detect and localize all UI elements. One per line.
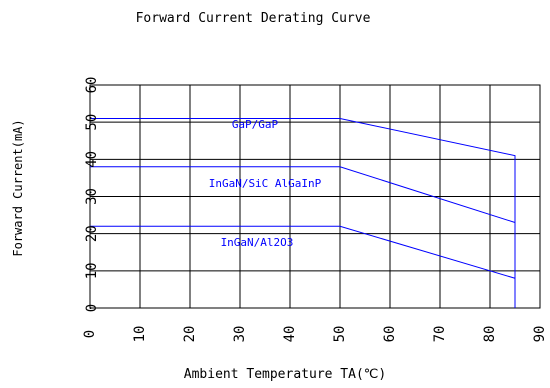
plot-frame: [89, 84, 541, 309]
series-group: [90, 117, 516, 308]
series-labels: GaP/GaP InGaN/SiC AlGaInP InGaN/Al2O3: [209, 118, 322, 249]
x-tick-label: 50: [332, 326, 348, 343]
x-axis-label: Ambient Temperature TA(℃): [184, 367, 386, 382]
y-tick-label: 20: [84, 225, 100, 242]
tick-labels: 0 10 20 30 40 50 60 0 10 20 30 40 50 60 70 80 90: [82, 77, 548, 343]
y-tick-label: 10: [84, 262, 100, 279]
x-tick-label: 60: [382, 326, 398, 343]
x-tick-label: 30: [232, 326, 248, 343]
series-line: [90, 117, 516, 308]
x-tick-label: 0: [82, 330, 98, 338]
x-tick-label: 70: [432, 326, 448, 343]
y-tick-label: 60: [84, 77, 100, 94]
series-label: InGaN/Al2O3: [221, 236, 294, 249]
plot-border: [89, 84, 541, 309]
y-tick-label: 40: [84, 151, 100, 168]
y-tick-label: 0: [84, 304, 100, 312]
x-tick-label: 10: [132, 326, 148, 343]
y-tick-label: 30: [84, 188, 100, 205]
y-tick-label: 50: [84, 114, 100, 131]
x-tick-label: 90: [532, 326, 548, 343]
series-line: [90, 225, 516, 279]
y-axis-label: Forward Current(mA): [11, 119, 25, 256]
series-line: [90, 166, 516, 223]
series-label: GaP/GaP: [232, 118, 279, 131]
chart-title: Forward Current Derating Curve: [136, 11, 371, 26]
x-tick-label: 20: [182, 326, 198, 343]
x-tick-label: 40: [282, 326, 298, 343]
series-label: InGaN/SiC AlGaInP: [209, 177, 322, 190]
x-tick-label: 80: [482, 326, 498, 343]
